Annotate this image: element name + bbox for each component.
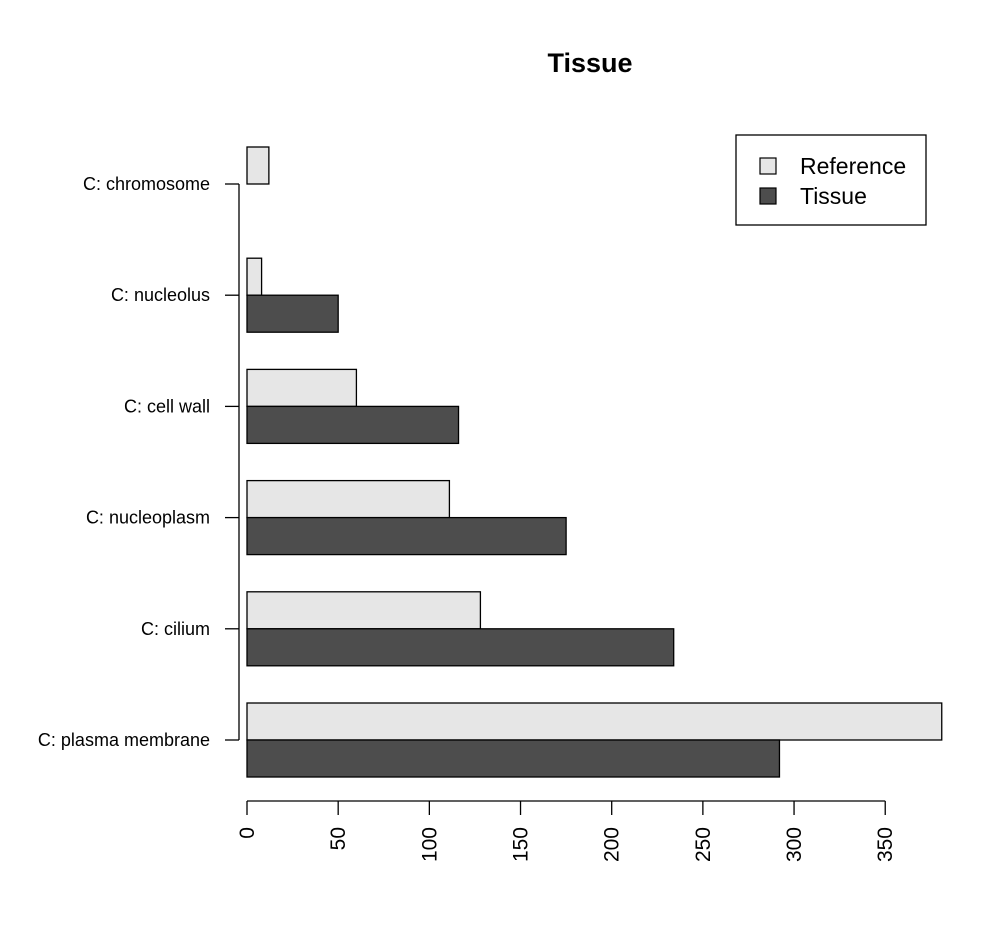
- x-tick-label: 50: [327, 827, 350, 850]
- bar-reference: [246, 368, 358, 408]
- bar-tissue: [246, 516, 567, 556]
- y-tick-label: C: chromosome: [83, 174, 210, 194]
- bar-tissue: [246, 294, 339, 333]
- y-tick-label: C: nucleoplasm: [86, 508, 210, 528]
- y-tick-label: C: nucleolus: [111, 285, 210, 305]
- chart-title: Tissue: [547, 48, 632, 78]
- y-axis: C: plasma membrane C: cilium C: nucleoplas…: [38, 174, 240, 750]
- x-tick-label: 250: [692, 827, 715, 862]
- legend: Reference Tissue: [735, 134, 927, 226]
- y-tick-label: C: cell wall: [124, 396, 210, 416]
- legend-box: [735, 134, 927, 226]
- x-tick-label: 0: [236, 827, 259, 839]
- x-tick-label: 150: [510, 827, 533, 862]
- x-axis: 0 50 100 150 200 250 300 350: [236, 800, 897, 862]
- x-tick-label: 350: [874, 827, 897, 862]
- bar-reference: [246, 591, 482, 630]
- y-tick-label: C: plasma membrane: [38, 730, 210, 750]
- legend-label: Reference: [800, 153, 906, 179]
- legend-label: Tissue: [800, 183, 867, 209]
- bar-reference: [246, 702, 943, 741]
- bars: [246, 146, 943, 778]
- legend-swatch: [759, 157, 777, 175]
- bar-tissue: [246, 628, 675, 667]
- bar-tissue: [246, 405, 460, 445]
- bar-reference: [246, 479, 451, 519]
- bar-tissue: [246, 739, 781, 778]
- bar-reference: [246, 146, 270, 185]
- x-tick-label: 300: [783, 827, 806, 862]
- y-tick-label: C: cilium: [141, 619, 210, 639]
- x-tick-label: 200: [601, 827, 624, 862]
- x-tick-label: 100: [418, 827, 441, 862]
- legend-swatch: [759, 187, 777, 205]
- bar-reference: [246, 257, 263, 296]
